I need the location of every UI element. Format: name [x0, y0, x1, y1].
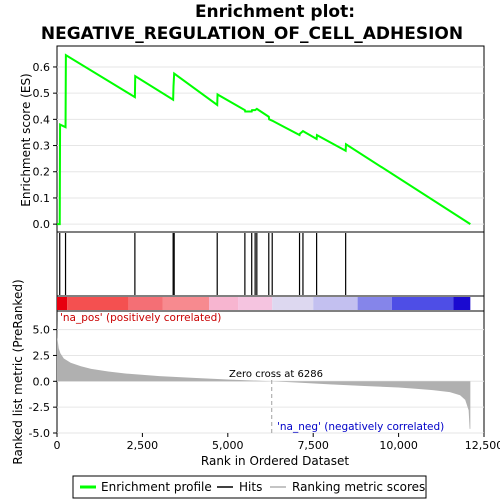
- rank-y-ticks: -5.0 -2.5 0.0 2.5 5.0: [29, 324, 57, 440]
- negative-correlation-label: 'na_neg' (negatively correlated): [277, 421, 444, 433]
- rank-x-tick-label: 5,000: [212, 439, 244, 452]
- rank-y-tick-label: 5.0: [33, 324, 51, 337]
- heatbar-segment: [209, 297, 239, 310]
- rank-x-tick-label: 0: [54, 439, 61, 452]
- heatbar-segment: [162, 297, 210, 310]
- heatbar-segment: [357, 297, 392, 310]
- es-tick-label: 0.3: [33, 140, 51, 153]
- heatbar-panel: [56, 295, 485, 312]
- title-line-1: Enrichment plot:: [195, 2, 355, 22]
- rank-panel-frame: [56, 310, 485, 434]
- rank-x-ticks: 0 2,500 5,000 7,500 10,000 12,500: [54, 433, 500, 452]
- es-tick-label: 0.0: [33, 218, 51, 231]
- es-tick-label: 0.6: [33, 61, 51, 74]
- es-y-ticks: 0.0 0.1 0.2 0.3 0.4 0.5 0.6: [33, 61, 57, 231]
- es-tick-label: 0.2: [33, 166, 51, 179]
- rank-x-axis-title: Rank in Ordered Dataset: [201, 454, 349, 468]
- rank-y-tick-label: -5.0: [29, 427, 50, 440]
- heatbar-segments: [57, 297, 471, 310]
- zero-cross-label: Zero cross at 6286: [229, 369, 323, 380]
- heatbar-segment: [128, 297, 163, 310]
- es-panel: 0.0 0.1 0.2 0.3 0.4 0.5 0.6 Enrichment score (…: [19, 45, 485, 233]
- rank-x-tick-label: 2,500: [127, 439, 159, 452]
- heatbar-segment: [313, 297, 358, 310]
- hits-panel: [56, 231, 485, 297]
- hit-lines: [59, 233, 347, 295]
- rank-y-tick-label: 0.0: [33, 375, 51, 388]
- enrichment-profile-line: [57, 53, 471, 226]
- rank-x-tick-label: 10,000: [379, 439, 418, 452]
- es-tick-label: 0.4: [33, 113, 51, 126]
- title-group: Enrichment plot: NEGATIVE_REGULATION_OF_…: [41, 2, 463, 44]
- heatbar-segment: [238, 297, 273, 310]
- rank-panel: -5.0 -2.5 0.0 2.5 5.0 0 2,500 5,000 7,500 10,000…: [11, 279, 500, 468]
- legend-label-hits: Hits: [239, 480, 262, 494]
- es-y-axis-title: Enrichment score (ES): [19, 73, 33, 206]
- legend: Enrichment profile Hits Ranking metric s…: [72, 475, 427, 499]
- rank-x-tick-label: 12,500: [465, 439, 500, 452]
- hits-panel-frame: [56, 231, 485, 297]
- es-tick-label: 0.1: [33, 192, 51, 205]
- rank-y-tick-label: 2.5: [33, 349, 51, 362]
- heatbar-segment: [57, 297, 68, 310]
- rank-x-tick-label: 7,500: [297, 439, 329, 452]
- es-panel-frame: [56, 45, 485, 233]
- legend-label-enrichment-profile: Enrichment profile: [101, 480, 212, 494]
- heatbar-segment: [453, 297, 471, 310]
- rank-y-tick-label: -2.5: [29, 401, 50, 414]
- positive-correlation-label: 'na_pos' (positively correlated): [60, 312, 221, 324]
- rank-y-axis-title: Ranked list metric (PreRanked): [11, 279, 25, 464]
- title-line-2: NEGATIVE_REGULATION_OF_CELL_ADHESION: [41, 24, 463, 44]
- legend-frame: [72, 475, 427, 499]
- heatbar-segment: [272, 297, 314, 310]
- heatbar-segment: [391, 297, 454, 310]
- es-tick-label: 0.5: [33, 87, 51, 100]
- legend-label-ranking-metric: Ranking metric scores: [292, 480, 425, 494]
- heatbar-segment: [67, 297, 129, 310]
